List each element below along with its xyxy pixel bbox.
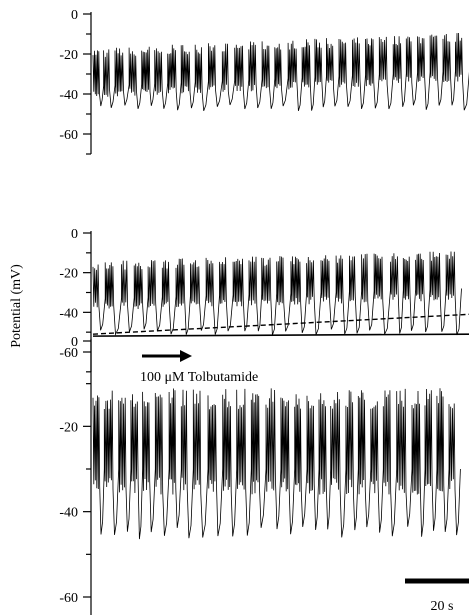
baseline-dashed-line (92, 313, 469, 335)
y-tick-label: -20 (59, 267, 78, 282)
drug-annotation: 100 μM Tolbutamide (140, 350, 258, 385)
time-scale-bar: 20 s (405, 578, 469, 614)
y-tick-label: -40 (59, 306, 78, 321)
y-tick-label: -40 (59, 88, 78, 103)
panel-tolbutamide: 0 -20 -40 -60 (59, 227, 469, 373)
y-tick-label: -20 (59, 420, 78, 435)
drug-label: 100 μM Tolbutamide (140, 370, 258, 385)
potential-trace (92, 388, 461, 540)
scale-bar-label: 20 s (431, 599, 454, 614)
y-tick-label: -60 (59, 128, 78, 143)
y-tick-label: 0 (71, 8, 78, 23)
arrow-head (180, 350, 192, 362)
y-tick-label: -20 (59, 48, 78, 63)
y-tick-label: 0 (71, 227, 78, 242)
y-tick-label: -60 (59, 346, 78, 361)
y-tick-label: -40 (59, 506, 78, 521)
y-axis-label: Potential (mV) (9, 264, 24, 348)
panel-recovery: 0 -20 -40 -60 (59, 335, 461, 615)
potential-trace (92, 251, 462, 336)
y-tick-label: 0 (71, 335, 78, 350)
baseline-solid-line (92, 333, 469, 337)
potential-trace (92, 32, 469, 112)
panel-control: 0 -20 -40 -60 (59, 8, 469, 155)
y-tick-label: -60 (59, 591, 78, 606)
